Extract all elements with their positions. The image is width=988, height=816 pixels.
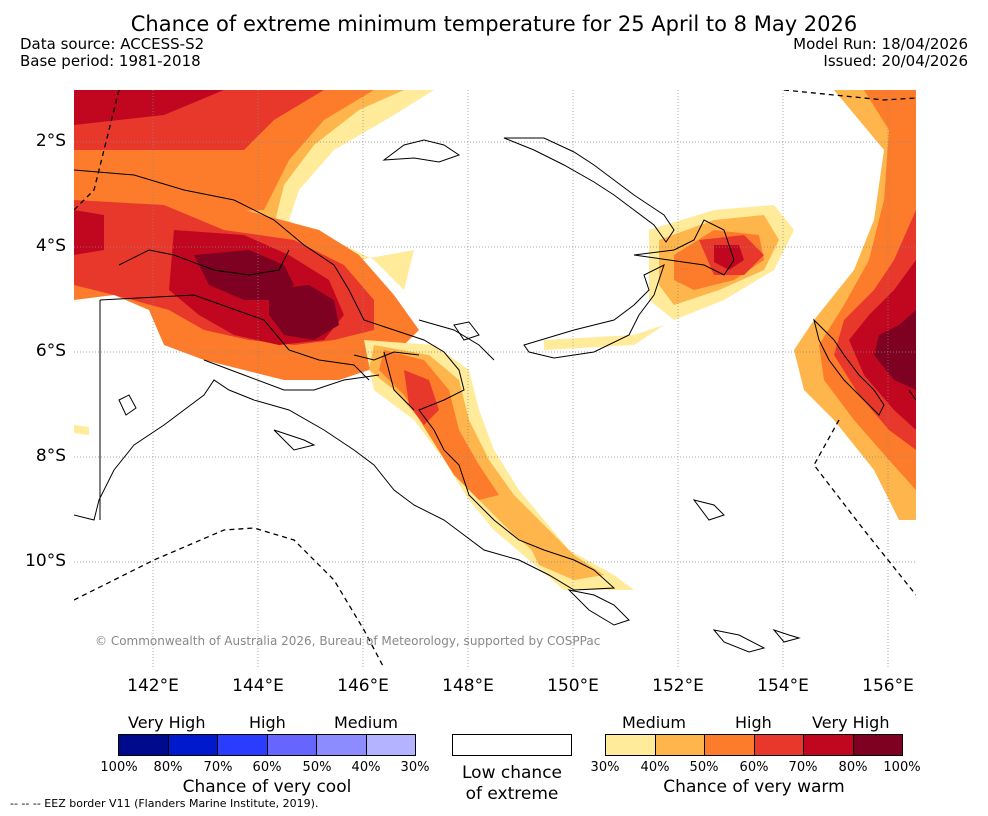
cool-title-very-high: Very High bbox=[128, 713, 206, 732]
base-period-text: Base period: 1981-2018 bbox=[20, 52, 201, 70]
warm-swatch-6 bbox=[853, 735, 902, 755]
meta-left: Data source: ACCESS-S2 Base period: 1981… bbox=[20, 36, 204, 70]
lon-label-146e: 146°E bbox=[337, 676, 389, 696]
cool-tick-70: 70% bbox=[203, 760, 233, 775]
lon-label-142e: 142°E bbox=[127, 676, 179, 696]
low-chance-caption: Low chance of extreme bbox=[432, 763, 592, 805]
map-title: Chance of extreme minimum temperature fo… bbox=[130, 12, 858, 36]
lon-label-156e: 156°E bbox=[862, 676, 914, 696]
warm-tick-100: 100% bbox=[883, 760, 921, 775]
cool-colorbar bbox=[118, 734, 416, 756]
cool-tick-50: 50% bbox=[302, 760, 332, 775]
model-run-text: Model Run: 18/04/2026 bbox=[793, 35, 968, 53]
warm-tick-40: 40% bbox=[640, 760, 670, 775]
low-chance-swatch bbox=[452, 734, 572, 756]
cool-swatch-1 bbox=[119, 735, 169, 755]
cool-tick-80: 80% bbox=[153, 760, 183, 775]
low-chance-line2: of extreme bbox=[465, 784, 559, 804]
warm-colorbar bbox=[605, 734, 903, 756]
cool-swatch-5 bbox=[317, 735, 367, 755]
warm-caption: Chance of very warm bbox=[663, 777, 845, 797]
cool-tick-40: 40% bbox=[351, 760, 381, 775]
cool-swatch-4 bbox=[267, 735, 317, 755]
cool-caption: Chance of very cool bbox=[182, 777, 352, 797]
warm-tick-70: 70% bbox=[788, 760, 818, 775]
cool-title-high: High bbox=[249, 713, 286, 732]
warm-title-high: High bbox=[735, 713, 772, 732]
issued-text: Issued: 20/04/2026 bbox=[823, 52, 968, 70]
warm-swatch-1 bbox=[606, 735, 656, 755]
lat-label-4s: 4°S bbox=[35, 236, 66, 256]
cool-swatch-6 bbox=[366, 735, 415, 755]
cool-swatch-3 bbox=[218, 735, 268, 755]
cool-tick-30: 30% bbox=[400, 760, 430, 775]
meta-right: Model Run: 18/04/2026 Issued: 20/04/2026 bbox=[793, 36, 968, 70]
warm-swatch-5 bbox=[804, 735, 854, 755]
warm-swatch-3 bbox=[705, 735, 755, 755]
cool-title-medium: Medium bbox=[334, 713, 398, 732]
data-source-text: Data source: ACCESS-S2 bbox=[20, 35, 205, 53]
coastlines bbox=[74, 137, 916, 653]
low-chance-line1: Low chance bbox=[462, 763, 562, 783]
gridlines bbox=[74, 90, 916, 668]
warm-tick-80: 80% bbox=[838, 760, 868, 775]
map-canvas bbox=[74, 90, 916, 668]
cool-tick-100: 100% bbox=[100, 760, 138, 775]
lon-label-144e: 144°E bbox=[232, 676, 284, 696]
lat-label-8s: 8°S bbox=[35, 446, 66, 466]
warm-shading bbox=[74, 90, 916, 590]
lon-label-148e: 148°E bbox=[442, 676, 494, 696]
warm-title-medium: Medium bbox=[622, 713, 686, 732]
warm-tick-60: 60% bbox=[739, 760, 769, 775]
lon-label-152e: 152°E bbox=[652, 676, 704, 696]
lat-label-2s: 2°S bbox=[35, 131, 66, 151]
warm-tick-50: 50% bbox=[689, 760, 719, 775]
lon-label-150e: 150°E bbox=[547, 676, 599, 696]
warm-swatch-4 bbox=[754, 735, 804, 755]
eez-footnote: -- -- -- EEZ border V11 (Flanders Marine… bbox=[10, 797, 319, 810]
lat-label-10s: 10°S bbox=[25, 551, 66, 571]
eez-border bbox=[74, 90, 916, 668]
lat-label-6s: 6°S bbox=[35, 341, 66, 361]
cool-swatch-2 bbox=[168, 735, 218, 755]
copyright-text: © Commonwealth of Australia 2026, Bureau… bbox=[95, 634, 601, 648]
lon-label-154e: 154°E bbox=[757, 676, 809, 696]
warm-title-very-high: Very High bbox=[812, 713, 890, 732]
warm-tick-30: 30% bbox=[590, 760, 620, 775]
cool-tick-60: 60% bbox=[252, 760, 282, 775]
warm-swatch-2 bbox=[655, 735, 705, 755]
